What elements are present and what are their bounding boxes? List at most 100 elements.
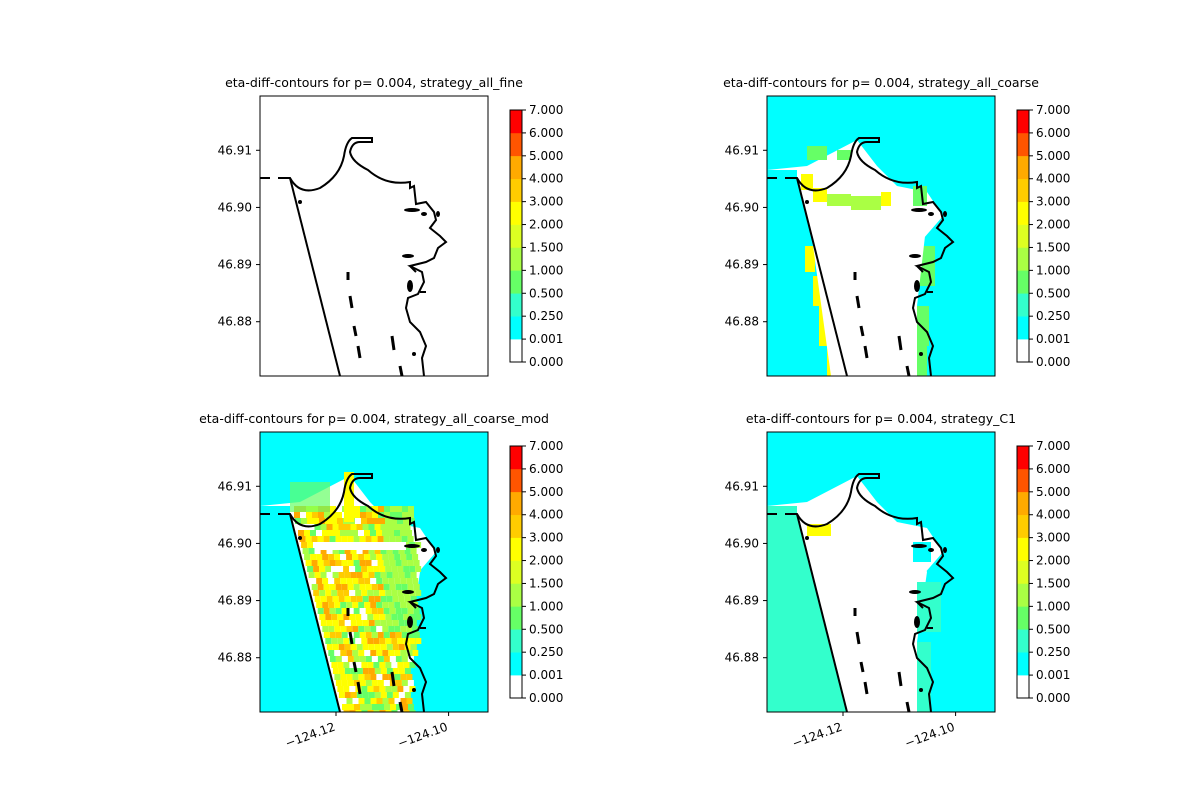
coarse-mod-cell [352,602,359,608]
coarse-mod-cell [346,650,353,656]
colorbar-band [1017,155,1029,180]
colorbar-band [1017,514,1029,538]
coarse-mod-cell [398,596,405,602]
coarse-mod-cell [370,650,377,656]
coarse-mod-cell [312,512,318,518]
colorbar-tick-label: 1.500 [1036,240,1070,254]
coarse-mod-cell [350,596,357,602]
ocean-west-fill [260,432,340,712]
coarse-mod-cell [349,710,356,712]
coarse-mod-cell [380,524,387,530]
coarse-mod-cell [336,512,342,518]
colorbar-tick-label: 7.000 [529,439,563,453]
coarse-mod-cell [361,566,368,572]
coarse-mod-cell [402,704,408,710]
coarse-mod-cell [386,524,393,530]
coarse-mod-cell [337,686,344,692]
coarse-mod-cell [329,608,336,614]
coarse-mod-cell [360,704,366,710]
axes-frame [766,431,996,713]
coarse-mod-cell [413,608,420,614]
c1-patch [917,642,931,712]
coarse-mod-cell [341,632,348,638]
coarse-mod-cell [353,656,360,662]
coarse-mod-cell [355,638,362,644]
coarse-mod-cell [413,560,420,566]
coarse-mod-cell [352,650,359,656]
colorbar-band [1017,468,1029,493]
coarse-mod-cell [362,620,369,626]
ocean-east-fill [917,236,995,376]
colorbar-2: 0.000 0.001 0.250 0.500 1.000 1.500 2.000 3.000… [1016,103,1070,369]
coarse-mod-cell [350,548,357,554]
coarse-mod-cell [329,560,336,566]
colorbar-tick-label: 0.250 [529,309,563,323]
colorbar-3: 0.000 0.001 0.250 0.500 1.000 1.500 2.000 3.000… [509,439,563,705]
coarse-mod-cell [380,572,387,578]
colorbar-tick-label: 0.500 [1036,286,1070,300]
coarse-mod-cell [388,650,395,656]
coarse-mod-cell [374,692,381,698]
coarse-mod-cell [349,686,356,692]
coarse-mod-cell [308,548,315,554]
coarse-mod-cell [406,530,412,536]
colorbar-band [1017,491,1029,516]
coarse-mod-cell [346,578,353,584]
coarse-mod-cell [366,506,372,512]
colorbar-tick-label: 0.001 [1036,668,1070,682]
axes-frame [259,95,489,377]
coarse-mod-cell [359,608,366,614]
coarse-mod-cell [398,644,405,650]
coarse-mod-cell [400,530,406,536]
coarse-mod-cell [386,620,393,626]
coarse-mod-cell [343,566,350,572]
coarse-mod-cell [361,710,368,712]
coarse-mod-cell [317,584,324,590]
coarse-mod-cell [340,650,347,656]
coarse-mod-cell [359,656,366,662]
channel-mark [905,365,911,376]
coarse-mod-cell [329,584,336,590]
coarse-mod-cell [323,608,330,614]
coarse-mod-cell [396,512,402,518]
colorbar-tick-label: 4.000 [1036,172,1070,186]
colorbar-tick-label: 0.250 [1036,309,1070,323]
coarse-mod-cell [383,632,390,638]
coarse-mod-cell [329,656,336,662]
coarse-mod-cell [367,686,374,692]
coarse-mod-cell [347,680,354,686]
coarse-mod-cell [313,518,319,524]
colorbar-band [1017,224,1029,248]
coarse-mod-cell [307,518,313,524]
coarse-mod-cell [410,548,417,554]
colorbar-tick-label: 2.000 [1036,218,1070,232]
coarse-mod-cell [343,638,350,644]
coarse-mod-cell [386,644,393,650]
coarse-mod-cell [406,698,413,704]
coarse-mod-cell [376,698,383,704]
coarse-mod-cell [371,536,378,542]
coarse-mod-cell [305,536,312,542]
coarse-mod-cell [415,614,422,620]
coarse-mod-cell [373,590,380,596]
colorbar-band [510,560,522,584]
y-tick-label: 46.91 [725,143,759,157]
coarse-mod-cell [389,560,396,566]
coarse-mod-cell [367,662,374,668]
coarse-mod-cell [398,668,405,674]
coarse-mod-cell [367,638,374,644]
coarse-mod-cell [344,668,351,674]
coarse-mod-cell [301,518,307,524]
coarse-mod-cell [397,662,404,668]
channel-mark [863,345,869,359]
coarse-mod-cell [300,512,306,518]
coarse-mod-cell [377,632,384,638]
coastline [289,177,341,376]
coarse-mod-cell [365,536,372,542]
coarse-mod-cell [413,584,420,590]
island [914,616,920,628]
channel-mark [348,295,354,309]
coarse-mod-cell [340,554,347,560]
chart-title: eta-diff-contours for p= 0.004, strategy… [199,411,549,426]
coarse-mod-cell [316,578,323,584]
